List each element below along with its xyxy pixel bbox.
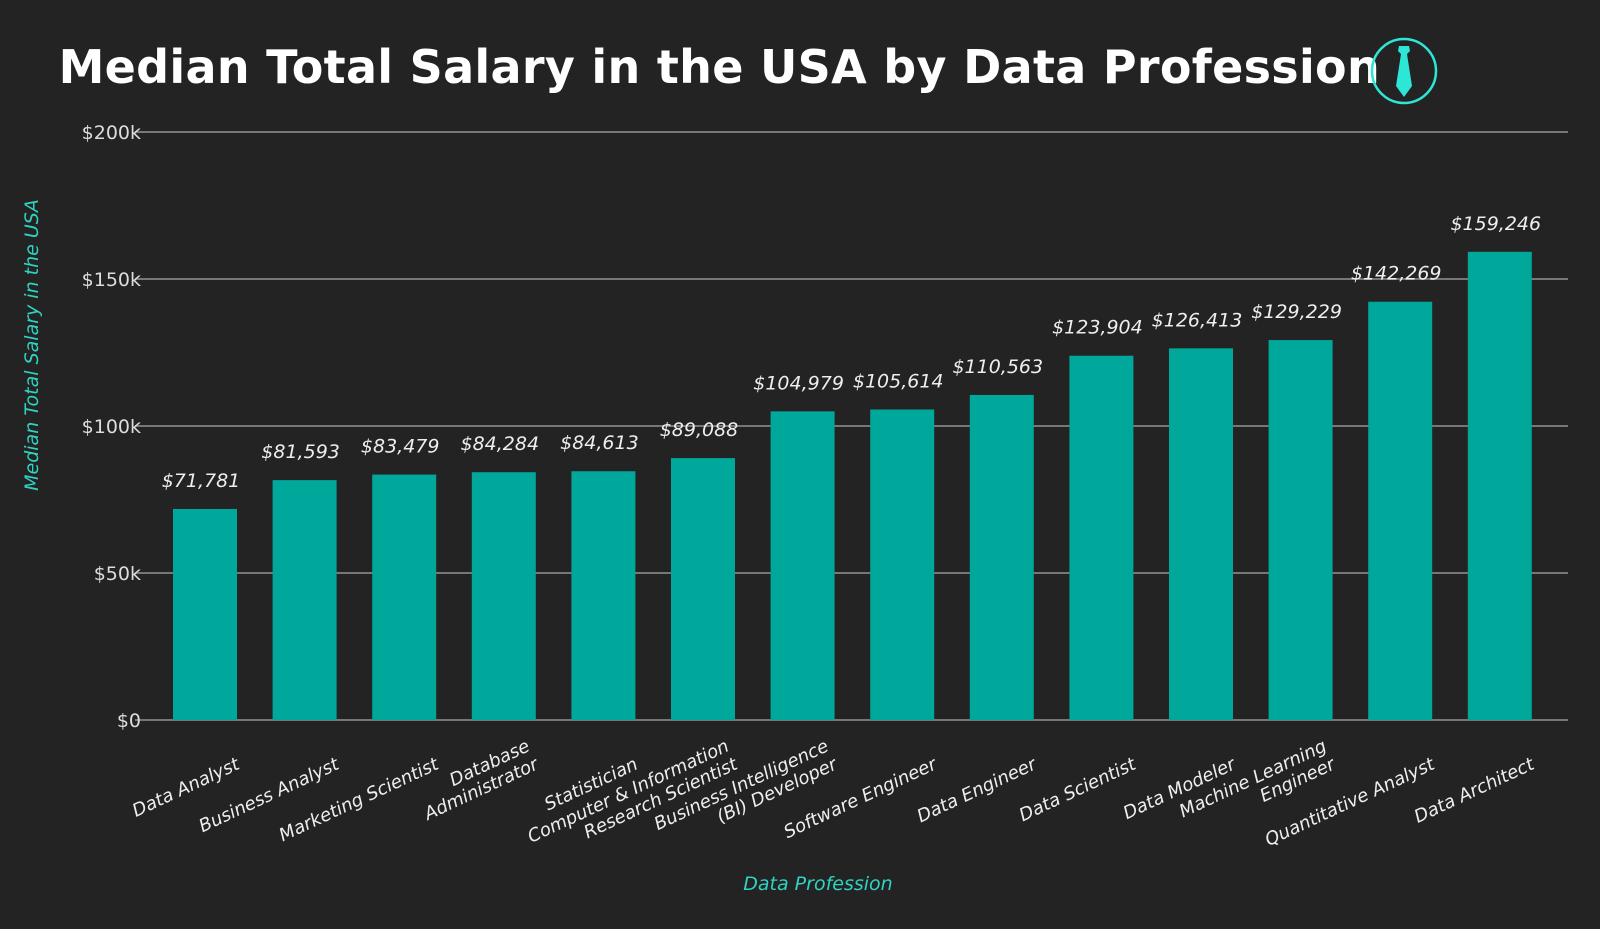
data-label: $159,246 (1450, 213, 1541, 235)
bar (671, 458, 735, 720)
bar (1069, 355, 1134, 720)
data-label: $84,613 (560, 432, 639, 454)
bar (1169, 348, 1233, 720)
bar (770, 411, 835, 720)
data-label: $89,088 (660, 419, 739, 441)
bar (571, 471, 636, 720)
bar (969, 394, 1034, 720)
bar (1368, 301, 1433, 720)
data-label: $84,284 (461, 433, 540, 455)
bar (1467, 251, 1532, 720)
data-label: $110,563 (952, 356, 1043, 378)
bar (870, 409, 935, 720)
y-tick-label: $100k (82, 416, 141, 438)
y-tick-label: $200k (82, 122, 141, 144)
data-label: $105,614 (853, 370, 944, 392)
data-label: $142,269 (1351, 263, 1442, 285)
bar (173, 508, 237, 720)
data-label: $71,781 (162, 470, 241, 492)
data-label: $104,979 (753, 372, 844, 394)
data-label: $126,413 (1152, 309, 1243, 331)
x-tick-label: Marketing Scientist (276, 753, 443, 846)
y-axis-title: Median Total Salary in the USA (21, 199, 43, 491)
chart-title: Median Total Salary in the USA by Data P… (58, 40, 1380, 94)
bar (372, 474, 437, 720)
bar (272, 480, 337, 720)
data-label: $123,904 (1052, 317, 1143, 339)
x-tick-label-line: Marketing Scientist (276, 753, 443, 846)
y-tick-label: $0 (117, 710, 141, 732)
data-label: $83,479 (361, 436, 440, 458)
y-tick-label: $50k (94, 563, 141, 585)
y-tick-label: $150k (82, 269, 141, 291)
bar (1268, 340, 1333, 720)
bar (471, 472, 536, 720)
data-label: $129,229 (1251, 301, 1342, 323)
x-axis-title: Data Profession (743, 873, 892, 895)
necktie-icon (1370, 37, 1438, 105)
data-label: $81,593 (261, 441, 340, 463)
